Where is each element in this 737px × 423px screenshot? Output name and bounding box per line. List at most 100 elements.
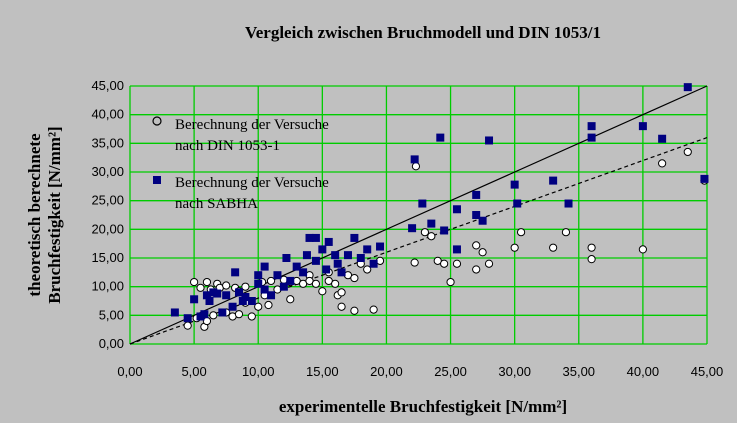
x-tick-label: 30,00 [498, 364, 531, 379]
data-point-din [286, 295, 295, 304]
data-point-sabha [587, 122, 596, 131]
data-point-sabha [658, 134, 667, 143]
y-tick-label: 0,00 [99, 336, 124, 351]
data-point-sabha [418, 199, 427, 208]
x-tick-label: 40,00 [627, 364, 660, 379]
data-point-sabha [452, 245, 461, 254]
data-point-din [254, 302, 263, 311]
data-point-sabha [337, 268, 346, 277]
data-point-sabha [273, 271, 282, 280]
data-point-din [446, 277, 455, 287]
data-point-din [331, 279, 340, 288]
data-point-din [410, 258, 419, 267]
data-point-sabha [302, 251, 311, 260]
data-point-din [202, 277, 212, 287]
data-point-sabha [292, 262, 301, 271]
y-tick-label: 15,00 [91, 250, 124, 265]
data-point-din [241, 282, 250, 291]
data-point-sabha [322, 265, 331, 274]
legend-label-sabha-line2: nach SABHA [175, 196, 258, 212]
y-axis-title-line1: theoretisch berechnete [25, 133, 44, 297]
data-point-din [452, 259, 462, 268]
data-point-sabha [254, 271, 263, 280]
data-point-sabha [170, 308, 179, 317]
data-point-sabha [190, 295, 199, 304]
y-tick-label: 45,00 [91, 78, 124, 93]
data-point-sabha [440, 226, 449, 235]
data-point-din [209, 311, 218, 320]
data-point-sabha [331, 251, 340, 260]
x-axis-ticks: 0,00 5,00 10,00 15,00 20,00 25,00 30,00 35,00 40… [117, 364, 723, 379]
x-tick-label: 25,00 [434, 364, 467, 379]
data-point-sabha [408, 224, 417, 233]
data-point-sabha [231, 268, 240, 277]
y-axis-title-line2: Bruchfestigkeit [N/mm²] [45, 126, 64, 303]
data-point-sabha [478, 216, 487, 225]
data-point-sabha [485, 136, 494, 145]
data-point-din [350, 273, 359, 283]
data-point-sabha [311, 256, 320, 265]
y-tick-label: 30,00 [91, 164, 124, 179]
data-point-sabha [427, 219, 436, 228]
data-point-din [311, 279, 321, 288]
reference-lines [129, 85, 708, 345]
data-point-din [561, 228, 571, 237]
legend-marker-sabha [153, 176, 161, 184]
y-tick-label: 25,00 [91, 193, 124, 208]
data-point-sabha [324, 237, 333, 246]
data-point-sabha [238, 297, 247, 305]
data-point-sabha [202, 291, 211, 300]
data-point-din [472, 265, 481, 274]
reference-line-solid [129, 85, 708, 345]
data-point-sabha [350, 233, 359, 242]
data-point-din [484, 259, 494, 268]
data-point-din [318, 287, 327, 296]
data-point-sabha [472, 190, 481, 199]
legend-label-din-line1: Berechnung der Versuche [175, 117, 329, 133]
data-point-sabha [260, 285, 269, 294]
legend-marker-din [152, 116, 162, 126]
data-point-din [247, 312, 256, 321]
y-tick-label: 35,00 [91, 135, 124, 150]
data-point-sabha [356, 254, 365, 262]
y-tick-label: 20,00 [91, 221, 124, 236]
y-tick-label: 10,00 [91, 279, 124, 294]
data-point-sabha [282, 254, 291, 262]
x-tick-label: 5,00 [181, 364, 206, 379]
data-points [170, 83, 709, 331]
data-point-sabha [564, 199, 573, 208]
data-point-sabha [549, 176, 558, 185]
data-point-din [427, 232, 436, 241]
data-point-sabha [513, 199, 522, 208]
data-point-din [337, 288, 346, 297]
data-point-sabha [222, 291, 231, 300]
legend-label-din-line2: nach DIN 1053-1 [175, 138, 280, 154]
y-tick-label: 40,00 [91, 107, 124, 122]
data-point-sabha [234, 288, 243, 297]
data-point-din [196, 283, 205, 292]
data-point-sabha [683, 83, 692, 92]
data-point-din [587, 243, 596, 252]
data-point-sabha [318, 245, 327, 254]
data-point-sabha [218, 308, 227, 317]
data-point-sabha [510, 180, 519, 189]
data-point-din [369, 305, 378, 314]
data-point-din [658, 159, 667, 168]
data-point-sabha [436, 133, 445, 142]
y-axis-ticks: 0,00 5,00 10,00 15,00 20,00 25,00 30,00 35,00 40… [91, 78, 124, 351]
data-point-sabha [305, 233, 314, 242]
data-point-sabha [279, 282, 288, 291]
data-point-din [266, 276, 276, 286]
data-point-din [638, 245, 647, 254]
data-point-sabha [472, 211, 481, 219]
data-point-din [222, 281, 231, 290]
data-point-sabha [587, 133, 596, 142]
data-point-sabha [311, 233, 320, 242]
data-point-sabha [228, 302, 237, 311]
data-point-din [337, 302, 346, 311]
y-tick-label: 5,00 [99, 307, 124, 322]
data-point-sabha [260, 262, 269, 271]
chart-title: Vergleich zwischen Bruchmodell und DIN 1… [245, 23, 601, 42]
data-point-sabha [376, 242, 385, 251]
